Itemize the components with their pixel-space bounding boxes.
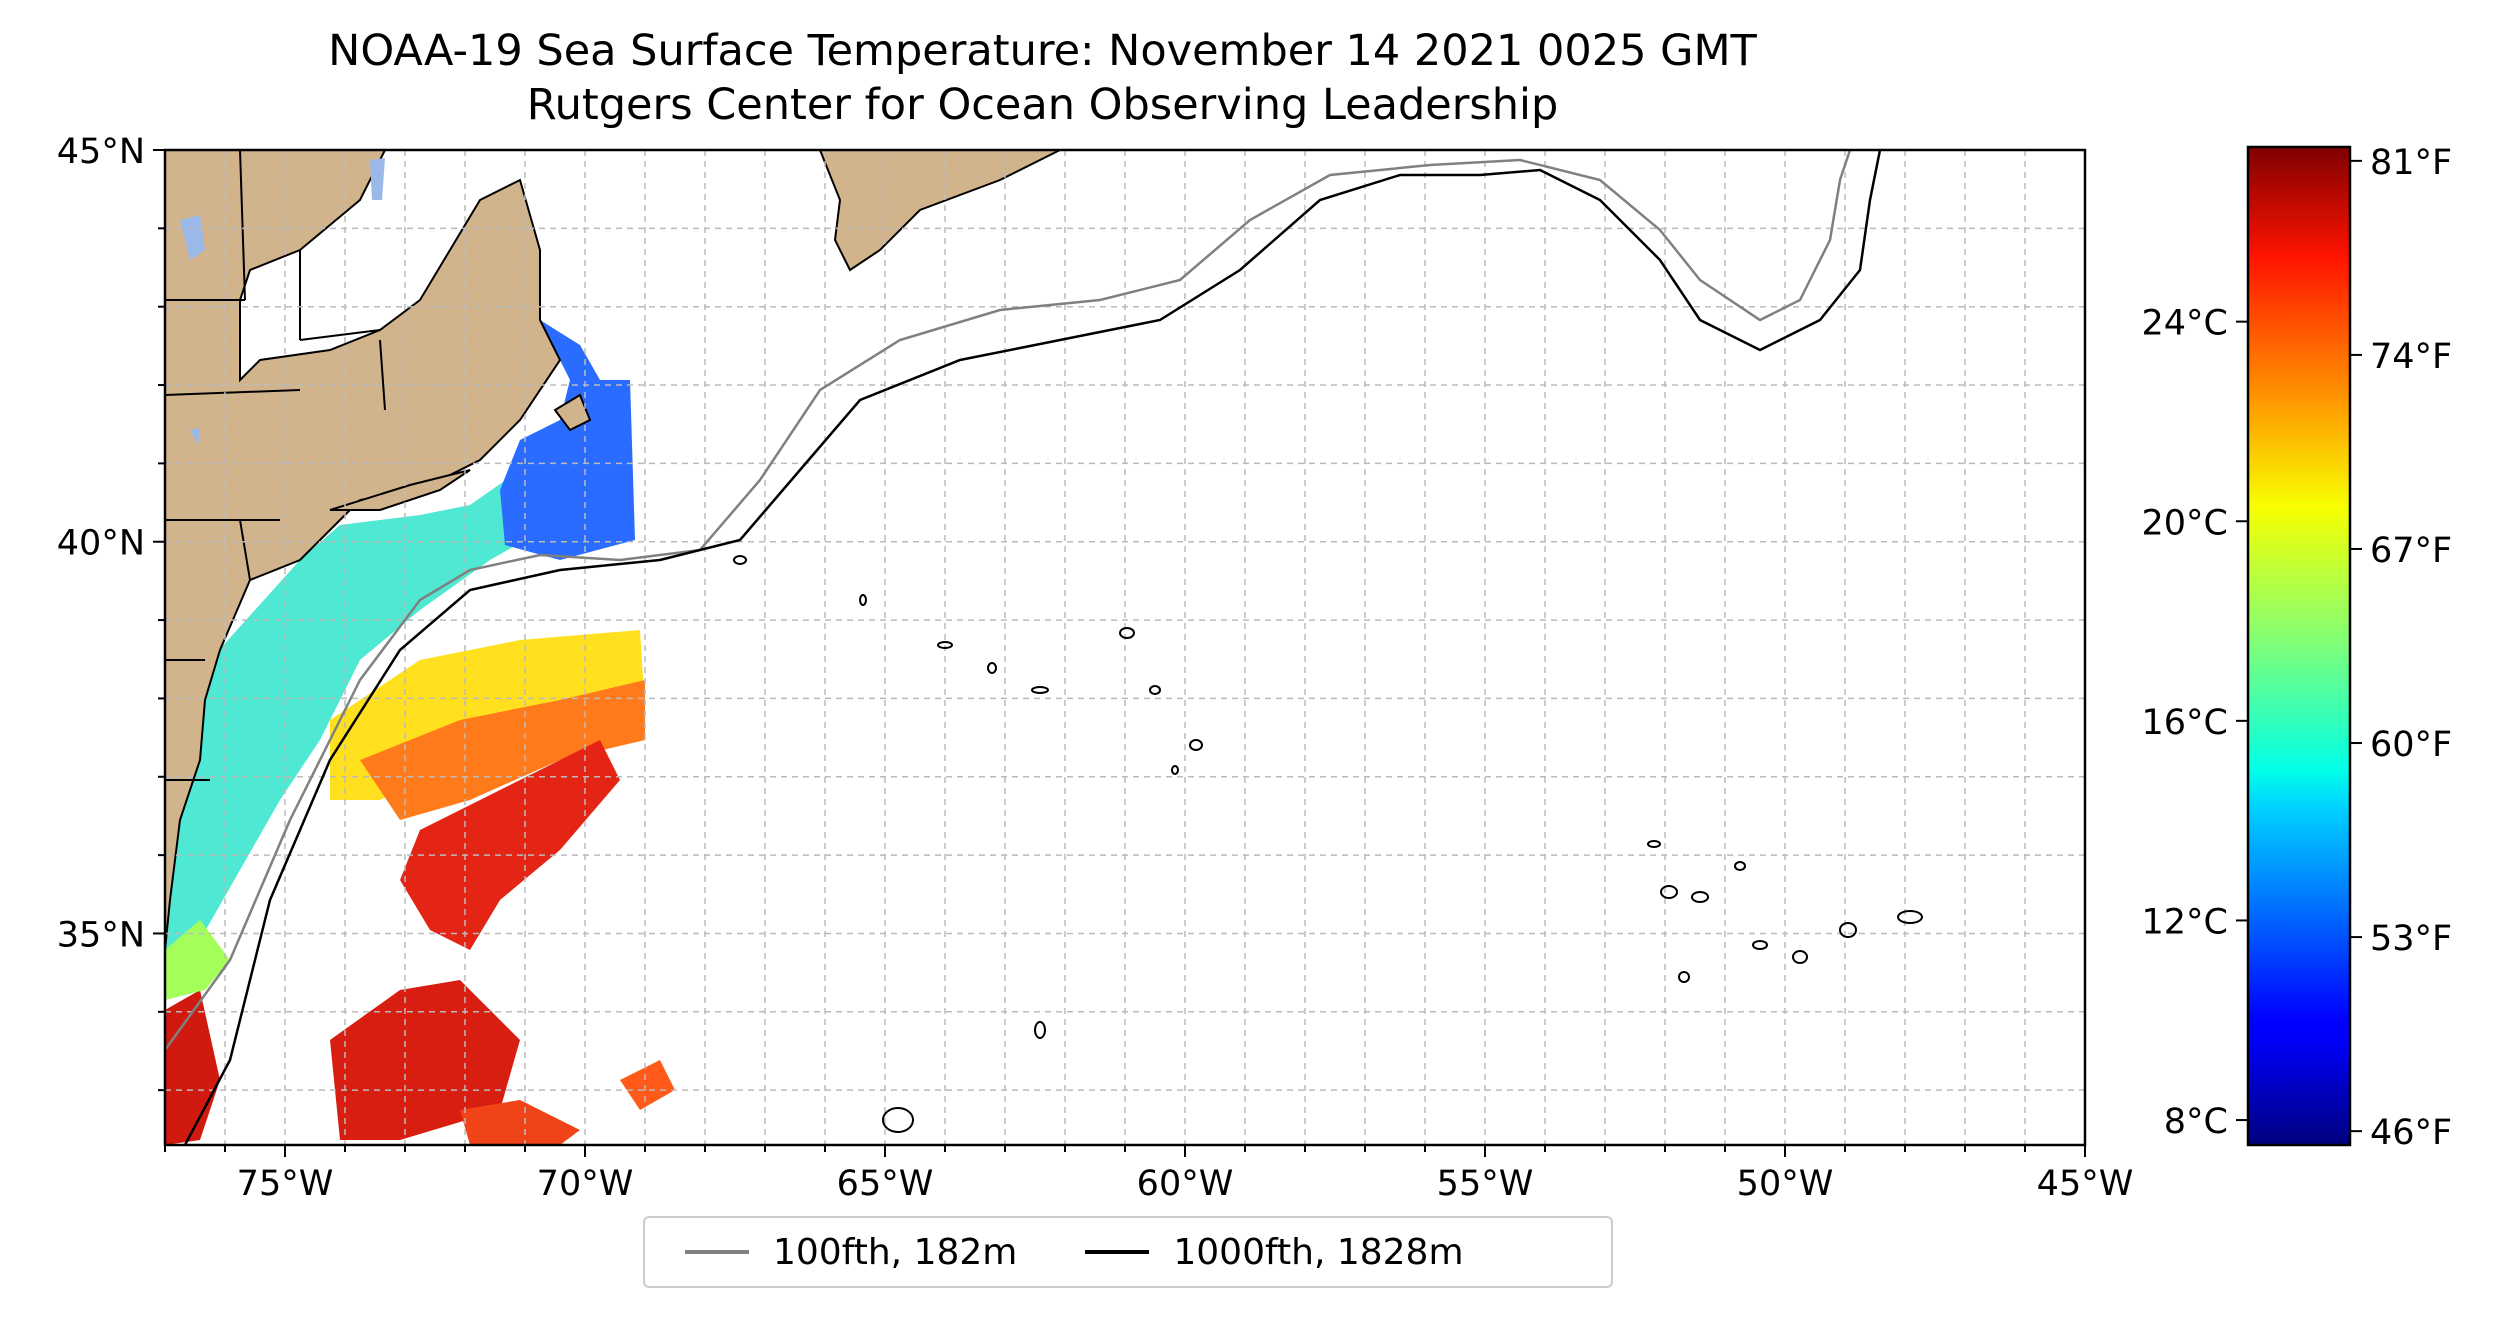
state-borders [165,150,386,781]
legend: 100fth, 182m 1000fth, 1828m [643,1216,1613,1288]
legend-entry-100fth: 100fth, 182m [667,1232,1017,1273]
lon-tick-label: 55°W [1437,1164,1534,1204]
colorbar-c-tick-label: 8°C [2164,1102,2228,1142]
legend-entry-1000fth: 1000fth, 1828m [1067,1231,1464,1273]
lat-tick-label: 40°N [57,524,145,564]
colorbar-frame [2246,145,2352,1147]
lat-tick-label: 35°N [57,915,145,955]
colorbar-celsius-ticks: 8°C 12°C 16°C 20°C 24°C [2142,304,2248,1142]
sst-gulf-maine-cold [500,320,635,560]
isobath-1000fth [183,150,1882,1145]
legend-swatch-1000fth [1085,1250,1150,1254]
colorbar-c-tick-label: 12°C [2142,902,2228,942]
legend-swatch-100fth [685,1250,749,1254]
latitude-axis: 45°N 40°N 35°N [57,132,165,1092]
sst-swath [165,320,675,1145]
cape-cod [553,393,592,432]
colorbar-c-tick-label: 20°C [2142,503,2228,543]
lon-tick-label: 75°W [237,1164,334,1204]
lon-tick-label: 50°W [1737,1164,1834,1204]
colorbar-gradient [2248,147,2350,1145]
colorbar-f-tick-label: 81°F [2370,143,2452,183]
sst-scattered-warm [620,1060,675,1110]
sst-warm-eddy-2 [460,1100,580,1145]
legend-label-100fth: 100fth, 182m [773,1231,1018,1273]
lon-tick-label: 45°W [2037,1164,2134,1204]
nova-scotia-land [818,150,1061,272]
colorbar-f-tick-label: 46°F [2370,1113,2452,1153]
map-panel [165,150,2085,1145]
map-title: NOAA-19 Sea Surface Temperature: Novembe… [328,26,1757,76]
colorbar-f-tick-label: 53°F [2370,919,2452,959]
colorbar-f-tick-label: 74°F [2370,337,2452,377]
land-mass [165,150,1061,951]
isobath-100fth [165,150,1852,1051]
long-island [329,469,471,511]
seamount-outlines [733,555,1923,1133]
sst-gulfstream-orange [360,680,645,820]
lon-tick-label: 65°W [837,1164,934,1204]
inland-lakes [180,158,385,445]
colorbar-f-tick-label: 67°F [2370,531,2452,571]
colorbar-c-tick-label: 24°C [2142,304,2228,344]
legend-label-1000fth: 1000fth, 1828m [1173,1231,1464,1273]
gridlines [165,150,2085,1145]
colorbar-f-tick-label: 60°F [2370,725,2452,765]
lat-tick-label: 45°N [57,132,145,172]
lon-tick-label: 70°W [537,1164,634,1204]
sst-swath-green-south [165,920,230,1000]
colorbar-fahrenheit-ticks: 46°F 53°F 60°F 67°F 74°F 81°F [2350,143,2452,1153]
longitude-axis: 75°W 70°W 65°W 60°W 55°W 50°W 45°W [164,1145,2134,1204]
lon-tick-label: 60°W [1137,1164,1234,1204]
colorbar: 8°C 12°C 16°C 20°C 24°C 46°F 53°F 60°F 67°F 74°F… [2142,143,2453,1153]
sst-warm-eddy-1 [330,980,520,1140]
us-east-coast-land [165,150,562,951]
map-subtitle: Rutgers Center for Ocean Observing Leade… [526,80,1559,130]
sst-gulfstream-core [400,740,620,950]
colorbar-c-tick-label: 16°C [2142,703,2228,743]
